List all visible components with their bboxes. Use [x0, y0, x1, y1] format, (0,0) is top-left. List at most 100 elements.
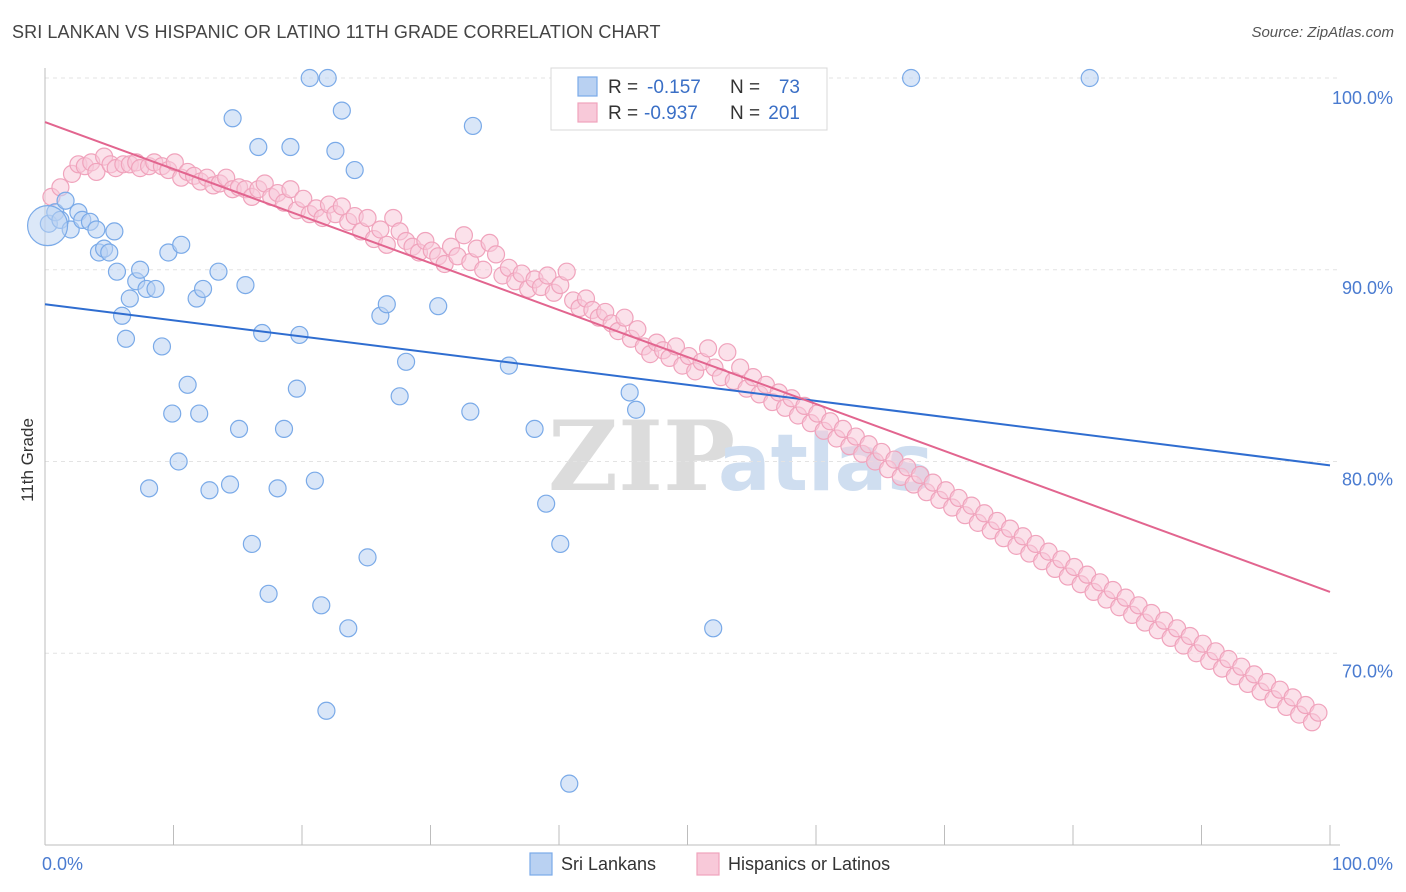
data-point-cluster	[26, 205, 69, 247]
data-point	[332, 101, 351, 120]
x-tick-labels: 0.0% 100.0%	[42, 854, 1393, 874]
legend-top: R = -0.157 N = 73 R = -0.937 N = 201	[550, 67, 828, 131]
data-point	[615, 308, 634, 327]
data-point	[120, 289, 139, 308]
data-point	[326, 141, 345, 160]
data-point	[105, 222, 124, 241]
legend-swatch-hispanics	[577, 102, 598, 123]
legend-bottom: Sri Lankans Hispanics or Latinos	[529, 852, 890, 876]
legend-n-label-2: N =	[730, 103, 760, 124]
data-point	[318, 68, 337, 88]
bottom-legend-hispanics: Hispanics or Latinos	[728, 854, 890, 874]
data-point	[116, 329, 136, 348]
x-tick-label-min: 0.0%	[42, 854, 83, 874]
data-point	[463, 116, 483, 136]
bottom-legend-swatch-sri-lankans	[529, 852, 553, 876]
data-point	[525, 419, 544, 439]
data-point	[209, 262, 228, 281]
data-point	[56, 191, 75, 210]
data-point	[454, 226, 474, 245]
data-point	[390, 387, 409, 406]
data-point	[139, 479, 159, 498]
data-point	[698, 339, 718, 358]
data-point	[537, 494, 556, 513]
data-point	[718, 343, 737, 362]
data-point	[107, 262, 127, 281]
data-point	[486, 245, 506, 264]
legend-r-value-1: -0.157	[647, 77, 701, 98]
legend-n-value-2: 201	[768, 103, 800, 124]
data-point	[229, 419, 249, 439]
trend-lines	[44, 121, 1331, 593]
bottom-legend-sri-lankans: Sri Lankans	[561, 854, 656, 874]
data-point	[305, 471, 324, 490]
legend-r-label-2: R =	[608, 103, 638, 124]
data-point	[169, 452, 188, 471]
x-tick-label-max: 100.0%	[1332, 854, 1393, 874]
data-point	[396, 352, 416, 371]
trend-line-hispanics	[44, 121, 1331, 593]
data-point	[220, 475, 240, 494]
data-point	[538, 266, 557, 285]
data-point	[281, 180, 300, 199]
y-tick-label: 80.0%	[1342, 470, 1393, 490]
data-point	[163, 404, 182, 423]
data-point	[87, 220, 106, 239]
data-point	[165, 153, 184, 172]
legend-n-label-1: N =	[730, 77, 760, 98]
data-point	[560, 774, 579, 793]
watermark-zip: ZIP	[548, 400, 735, 513]
data-point	[249, 137, 268, 157]
data-point	[332, 197, 351, 216]
data-point	[259, 584, 278, 603]
data-point	[100, 243, 119, 262]
data-point	[339, 619, 358, 638]
data-point	[371, 220, 390, 239]
data-point	[274, 419, 294, 439]
data-point	[429, 297, 448, 316]
data-point	[146, 279, 165, 299]
data-point	[1080, 68, 1099, 88]
y-axis-label: 11th Grade	[18, 418, 37, 502]
data-point	[287, 379, 306, 398]
data-point	[377, 295, 396, 314]
data-point	[190, 404, 209, 423]
y-tick-label: 70.0%	[1342, 661, 1393, 681]
data-point	[223, 109, 242, 128]
y-tick-label: 100.0%	[1332, 88, 1393, 108]
data-point	[300, 68, 319, 88]
legend-swatch-sri-lankans	[577, 76, 598, 97]
data-point	[557, 262, 576, 281]
data-point	[172, 235, 191, 254]
data-point	[499, 356, 518, 375]
data-point	[87, 162, 106, 182]
bottom-legend-swatch-hispanics	[696, 852, 720, 876]
data-point	[294, 189, 313, 208]
series-hispanics	[42, 147, 1328, 732]
source-label: Source: ZipAtlas.com	[1251, 24, 1394, 41]
data-point	[626, 400, 646, 419]
data-point	[312, 596, 331, 615]
data-point	[345, 160, 364, 180]
trend-line-sri-lankans	[44, 303, 1331, 467]
data-point	[474, 260, 493, 279]
data-point	[200, 481, 219, 500]
legend-n-value-1: 73	[779, 77, 800, 98]
y-tick-labels: 70.0% 80.0% 90.0% 100.0%	[1332, 88, 1393, 681]
data-point	[242, 534, 261, 554]
data-point	[152, 337, 172, 356]
legend-r-label-1: R =	[608, 77, 638, 98]
data-point	[704, 619, 723, 638]
chart-title: SRI LANKAN VS HISPANIC OR LATINO 11TH GR…	[12, 22, 661, 42]
data-point	[281, 137, 300, 157]
data-point	[1309, 703, 1328, 722]
data-point	[358, 548, 377, 567]
data-point	[130, 260, 150, 279]
data-point	[358, 208, 377, 228]
data-point	[112, 306, 132, 325]
data-point	[901, 68, 921, 88]
data-point	[551, 534, 570, 554]
data-point	[620, 383, 639, 402]
